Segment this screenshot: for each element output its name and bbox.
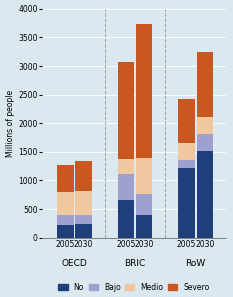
Text: OECD: OECD (62, 259, 87, 268)
Bar (178, 99, 195, 143)
Bar (57, 215, 74, 225)
Bar (197, 117, 213, 134)
Bar (136, 215, 152, 238)
Legend: No, Bajo, Medio, Severo: No, Bajo, Medio, Severo (58, 282, 210, 292)
Bar (75, 161, 92, 191)
Bar (178, 143, 195, 160)
Bar (197, 52, 213, 117)
Bar (118, 159, 134, 173)
Bar (118, 200, 134, 238)
Bar (178, 160, 195, 168)
Text: RoW: RoW (186, 259, 206, 268)
Bar (75, 225, 92, 238)
Text: BRIC: BRIC (124, 259, 146, 268)
Bar (136, 194, 152, 215)
Bar (75, 215, 92, 225)
Bar (136, 158, 152, 194)
Bar (75, 191, 92, 215)
Bar (118, 173, 134, 200)
Bar (178, 168, 195, 238)
Bar (118, 62, 134, 159)
Bar (197, 151, 213, 238)
Bar (57, 165, 74, 192)
Bar (136, 24, 152, 158)
Y-axis label: Millions of people: Millions of people (7, 90, 16, 157)
Bar (197, 134, 213, 151)
Bar (57, 225, 74, 238)
Bar (57, 192, 74, 215)
